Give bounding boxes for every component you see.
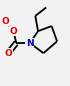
Text: O: O <box>2 17 9 26</box>
Text: O: O <box>10 27 17 36</box>
Text: N: N <box>26 39 34 47</box>
Text: O: O <box>4 49 12 58</box>
